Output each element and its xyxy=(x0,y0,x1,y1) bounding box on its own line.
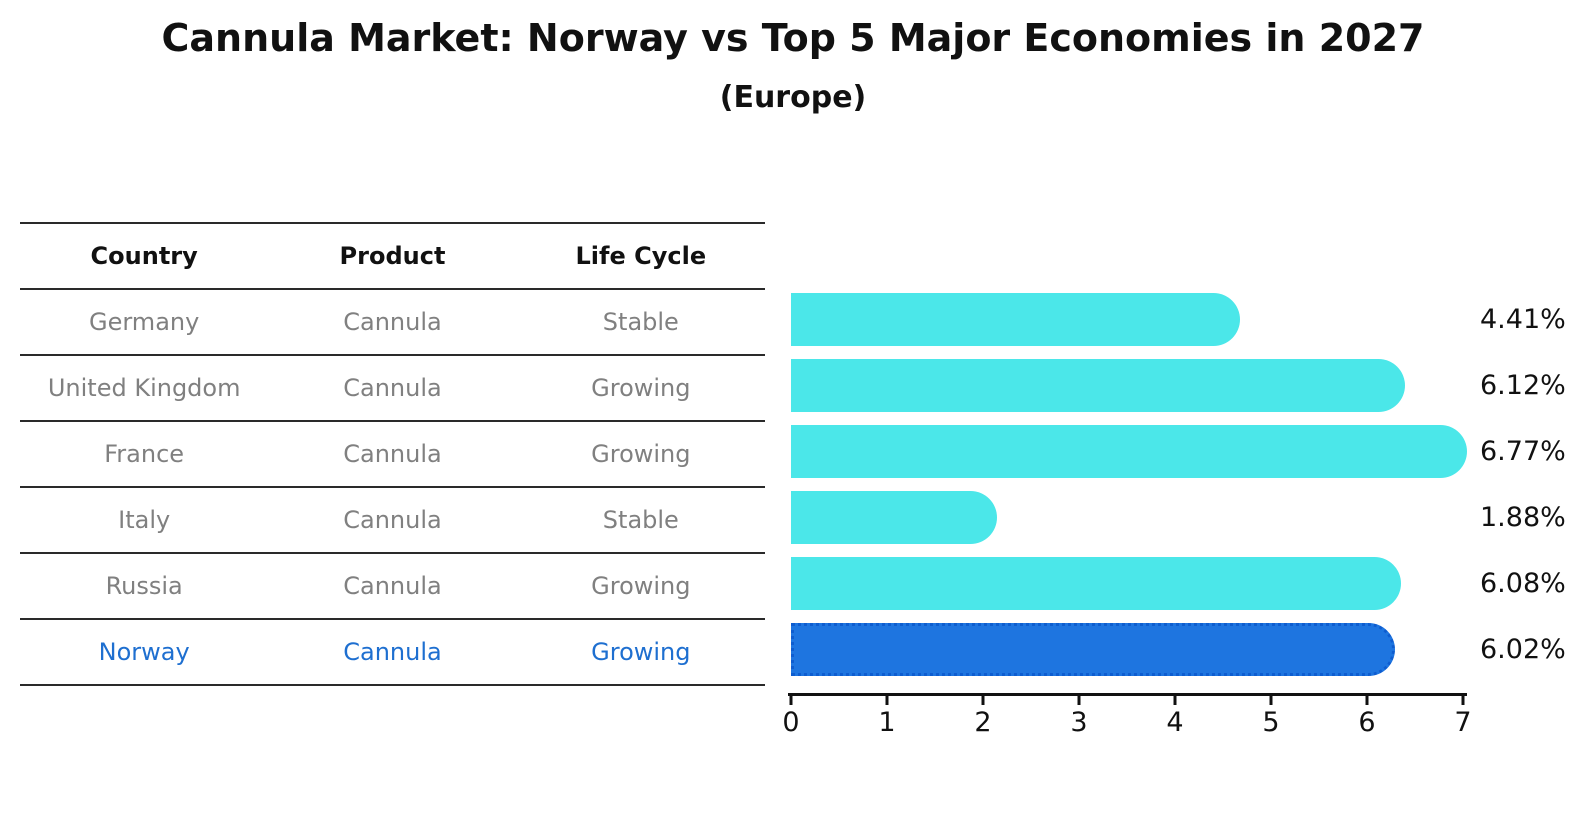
cell-country: France xyxy=(104,440,185,468)
cell-product: Cannula xyxy=(343,440,442,468)
x-axis-tick-7 xyxy=(1461,696,1465,705)
cell-product: Cannula xyxy=(343,638,442,666)
value-label-russia: 6.08% xyxy=(1480,567,1566,599)
cell-lifecycle: Growing xyxy=(591,374,691,402)
x-axis-tick-4 xyxy=(1173,696,1177,705)
value-label-italy: 1.88% xyxy=(1480,501,1566,533)
table-row-norway: Norway Cannula Growing xyxy=(20,620,765,686)
value-label-norway: 6.02% xyxy=(1480,633,1566,665)
chart-title: Cannula Market: Norway vs Top 5 Major Ec… xyxy=(161,16,1425,60)
cell-lifecycle: Stable xyxy=(602,308,679,336)
x-axis-tick-label-0: 0 xyxy=(782,707,800,738)
cell-product: Cannula xyxy=(343,506,442,534)
x-axis-tick-1 xyxy=(885,696,889,705)
x-axis-tick-label-2: 2 xyxy=(974,707,992,738)
x-axis-line xyxy=(788,693,1467,696)
x-axis-tick-label-1: 1 xyxy=(878,707,896,738)
cell-product: Cannula xyxy=(343,374,442,402)
x-axis-tick-label-6: 6 xyxy=(1358,707,1376,738)
table-header-row: Country Product Life Cycle xyxy=(20,222,765,290)
cell-country: Italy xyxy=(118,506,171,534)
table-body: Germany Cannula Stable United Kingdom Cannul… xyxy=(20,290,765,686)
x-axis-tick-0 xyxy=(789,696,793,705)
value-label-france: 6.77% xyxy=(1480,435,1566,467)
data-table: Country Product Life Cycle Germany Cannul… xyxy=(20,222,765,686)
x-axis-tick-label-3: 3 xyxy=(1070,707,1088,738)
cell-lifecycle: Stable xyxy=(602,506,679,534)
cell-lifecycle: Growing xyxy=(591,572,691,600)
table-row-italy: Italy Cannula Stable xyxy=(20,488,765,554)
x-axis-tick-label-7: 7 xyxy=(1454,707,1472,738)
cell-country: Russia xyxy=(105,572,183,600)
table-row-russia: Russia Cannula Growing xyxy=(20,554,765,620)
bar-italy xyxy=(791,490,998,544)
x-axis-tick-label-4: 4 xyxy=(1166,707,1184,738)
table-row-germany: Germany Cannula Stable xyxy=(20,290,765,356)
value-label-united-kingdom: 6.12% xyxy=(1480,369,1566,401)
cell-product: Cannula xyxy=(343,308,442,336)
x-axis-tick-label-5: 5 xyxy=(1262,707,1280,738)
bar-germany xyxy=(791,292,1241,346)
bar-norway xyxy=(791,622,1395,676)
table-row-united-kingdom: United Kingdom Cannula Growing xyxy=(20,356,765,422)
x-axis-tick-3 xyxy=(1077,696,1081,705)
x-axis-tick-5 xyxy=(1269,696,1273,705)
x-axis-tick-6 xyxy=(1365,696,1369,705)
column-header-country: Country xyxy=(90,242,198,270)
bar-united-kingdom xyxy=(791,358,1405,412)
x-axis-tick-2 xyxy=(981,696,985,705)
cell-country: Norway xyxy=(98,638,190,666)
cell-lifecycle: Growing xyxy=(591,440,691,468)
column-header-product: Product xyxy=(339,242,446,270)
bar-russia xyxy=(791,556,1401,610)
table-row-france: France Cannula Growing xyxy=(20,422,765,488)
cell-country: United Kingdom xyxy=(47,374,241,402)
cell-product: Cannula xyxy=(343,572,442,600)
cell-lifecycle: Growing xyxy=(591,638,691,666)
cell-country: Germany xyxy=(89,308,200,336)
bar-france xyxy=(791,424,1467,478)
value-label-germany: 4.41% xyxy=(1480,303,1566,335)
chart-subtitle: (Europe) xyxy=(719,80,867,115)
column-header-lifecycle: Life Cycle xyxy=(575,242,707,270)
